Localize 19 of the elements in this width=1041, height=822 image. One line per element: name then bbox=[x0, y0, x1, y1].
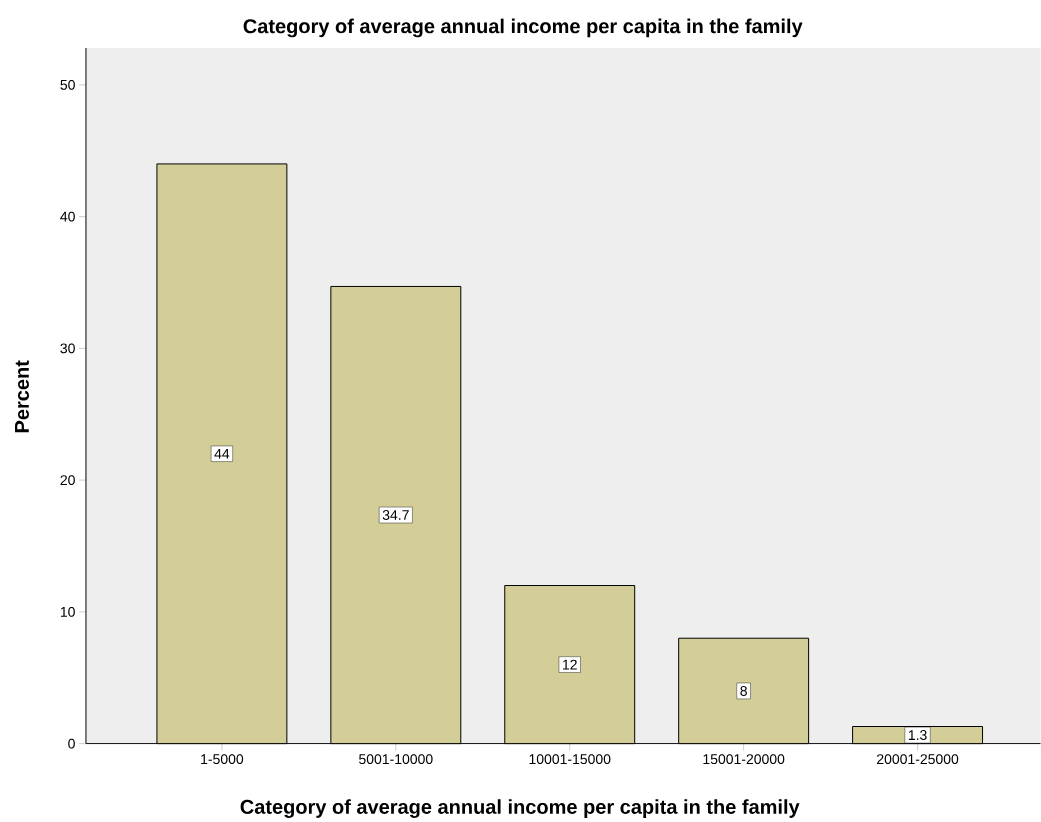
data-label: 12 bbox=[563, 659, 577, 670]
x-tick-label: 20001-25000 bbox=[877, 754, 959, 765]
y-tick-label: 0 bbox=[68, 738, 75, 749]
y-tick-label: 50 bbox=[60, 80, 75, 91]
y-tick-label: 40 bbox=[60, 211, 75, 222]
x-tick-label: 15001-20000 bbox=[703, 754, 785, 765]
x-axis-title: Category of average annual income per capita in the family bbox=[240, 799, 800, 819]
chart-title: Category of average annual income per capita in the family bbox=[243, 18, 803, 38]
y-tick-label: 20 bbox=[60, 475, 75, 486]
y-axis-title: Percent bbox=[15, 360, 29, 433]
y-tick-label: 10 bbox=[60, 607, 75, 618]
x-tick-label: 1-5000 bbox=[201, 754, 244, 765]
data-label: 8 bbox=[740, 686, 747, 697]
data-label: 44 bbox=[214, 449, 230, 459]
x-tick-label: 5001-10000 bbox=[359, 754, 433, 765]
data-label: 1.3 bbox=[908, 730, 927, 741]
data-label: 34.7 bbox=[382, 510, 409, 521]
y-tick-label: 30 bbox=[60, 343, 75, 354]
x-tick-label: 10001-15000 bbox=[529, 754, 611, 765]
